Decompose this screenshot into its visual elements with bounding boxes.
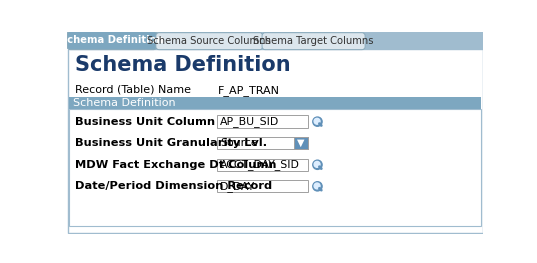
Text: MDW Fact Exchange Dt Column: MDW Fact Exchange Dt Column <box>75 160 277 170</box>
Circle shape <box>313 160 322 169</box>
Bar <box>217 159 308 171</box>
Text: Business Unit Granularity Lvl.: Business Unit Granularity Lvl. <box>75 138 267 148</box>
FancyBboxPatch shape <box>68 31 157 50</box>
Circle shape <box>314 118 320 124</box>
Text: Schema Source Columns: Schema Source Columns <box>148 36 271 46</box>
Text: ACCT_DAY_SID: ACCT_DAY_SID <box>220 159 300 170</box>
FancyBboxPatch shape <box>156 33 263 50</box>
Bar <box>69 97 481 109</box>
Bar <box>69 109 481 226</box>
Text: D_DAY: D_DAY <box>220 181 255 192</box>
Text: Schema Definition: Schema Definition <box>75 55 291 75</box>
Circle shape <box>313 182 322 191</box>
FancyBboxPatch shape <box>262 33 365 50</box>
Circle shape <box>313 117 322 126</box>
Text: Record (Table) Name: Record (Table) Name <box>75 85 191 95</box>
Text: F_AP_TRAN: F_AP_TRAN <box>218 85 280 95</box>
Text: AP_BU_SID: AP_BU_SID <box>220 116 279 127</box>
Bar <box>217 137 308 149</box>
Bar <box>217 180 308 193</box>
Text: Schema Definition: Schema Definition <box>60 36 164 45</box>
Text: Schema Target Columns: Schema Target Columns <box>253 36 374 46</box>
Bar <box>217 115 308 128</box>
Circle shape <box>314 161 320 167</box>
Text: Date/Period Dimension Record: Date/Period Dimension Record <box>75 181 272 191</box>
Bar <box>294 137 308 149</box>
Text: Business Unit Column: Business Unit Column <box>75 117 215 127</box>
Text: ▼: ▼ <box>297 138 305 148</box>
Text: Source: Source <box>220 138 257 148</box>
Circle shape <box>314 183 320 189</box>
Text: Schema Definition: Schema Definition <box>74 98 176 108</box>
Bar <box>67 32 483 50</box>
